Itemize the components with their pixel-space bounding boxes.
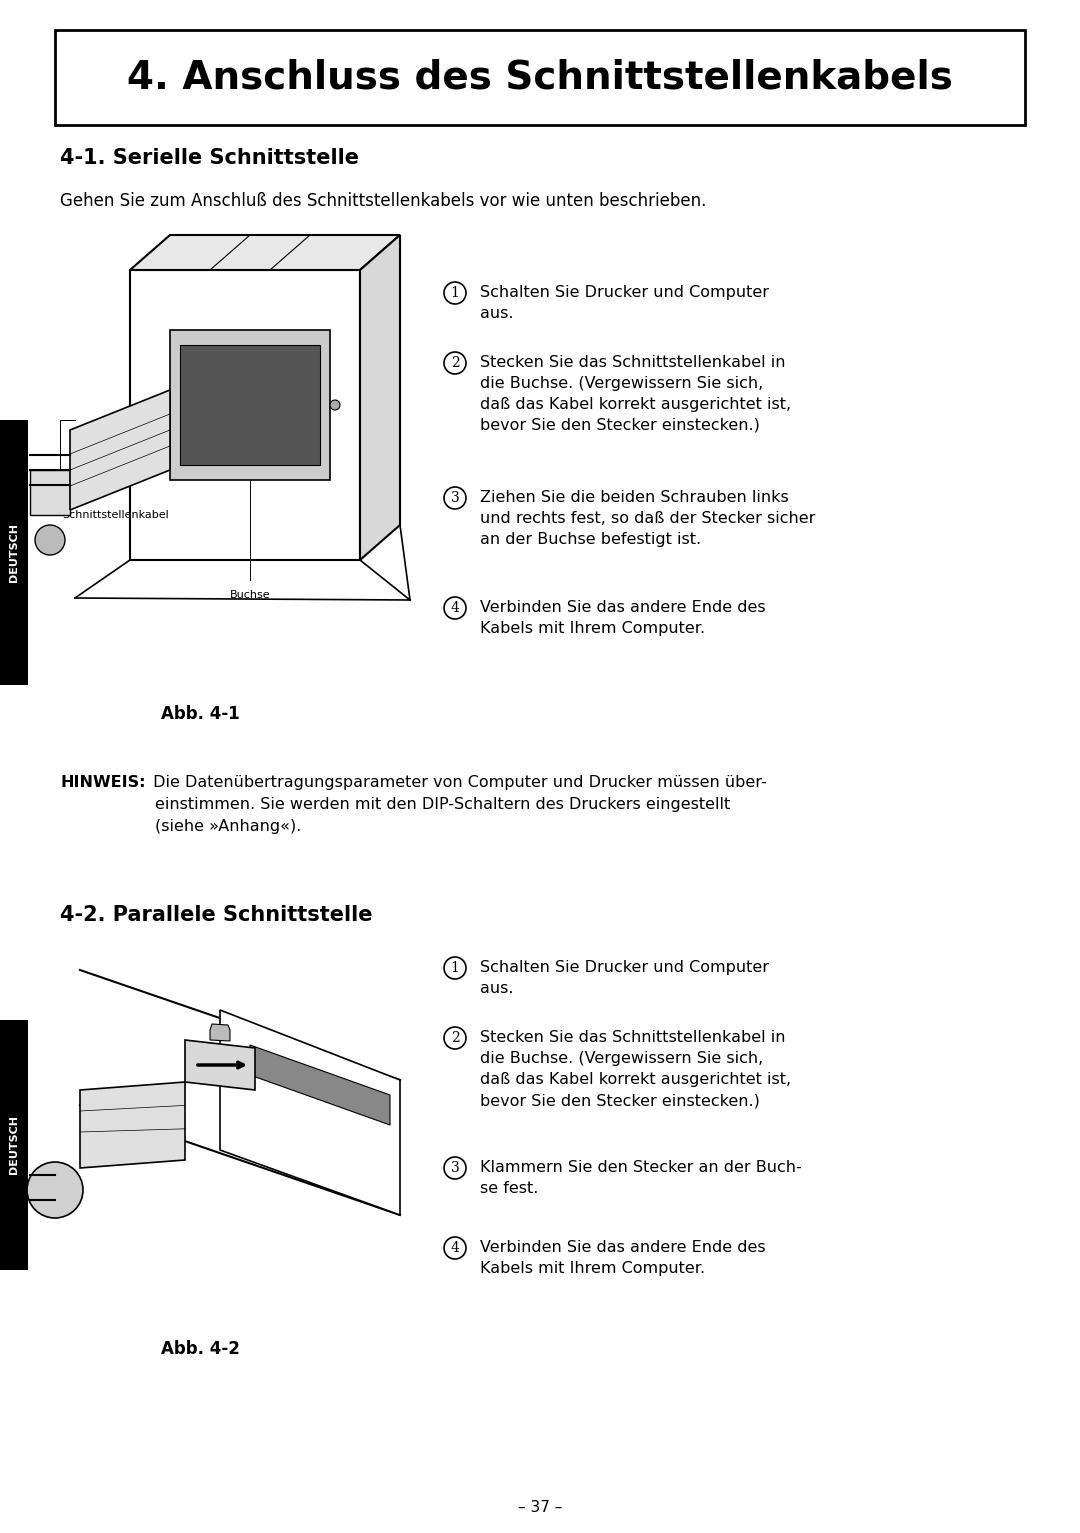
Text: HINWEIS:: HINWEIS: [60, 776, 146, 789]
Text: DEUTSCH: DEUTSCH [9, 1116, 19, 1174]
Circle shape [444, 1237, 465, 1259]
Circle shape [150, 400, 160, 409]
Polygon shape [249, 1046, 390, 1125]
Text: Schnittstellenkabel: Schnittstellenkabel [62, 510, 168, 520]
Text: Gehen Sie zum Anschluß des Schnittstellenkabels vor wie unten beschrieben.: Gehen Sie zum Anschluß des Schnittstelle… [60, 192, 706, 210]
Bar [180, 345, 320, 464]
Text: 2: 2 [450, 356, 459, 369]
Text: Schalten Sie Drucker und Computer
aus.: Schalten Sie Drucker und Computer aus. [480, 960, 769, 996]
Circle shape [444, 1027, 465, 1049]
Text: 4-2. Parallele Schnittstelle: 4-2. Parallele Schnittstelle [60, 904, 373, 924]
Bar [0, 420, 28, 685]
Polygon shape [130, 235, 400, 270]
Circle shape [444, 957, 465, 980]
Text: Verbinden Sie das andere Ende des
Kabels mit Ihrem Computer.: Verbinden Sie das andere Ende des Kabels… [480, 599, 766, 636]
Circle shape [444, 1157, 465, 1179]
Text: Abb. 4-2: Abb. 4-2 [161, 1340, 240, 1358]
Polygon shape [185, 1039, 255, 1090]
Circle shape [444, 353, 465, 374]
Text: Ziehen Sie die beiden Schrauben links
und rechts fest, so daß der Stecker sicher: Ziehen Sie die beiden Schrauben links un… [480, 491, 815, 547]
Text: Klammern Sie den Stecker an der Buch-
se fest.: Klammern Sie den Stecker an der Buch- se… [480, 1160, 801, 1196]
Text: Stecken Sie das Schnittstellenkabel in
die Buchse. (Vergewissern Sie sich,
daß d: Stecken Sie das Schnittstellenkabel in d… [480, 1030, 792, 1108]
Text: – 37 –: – 37 – [517, 1499, 563, 1515]
Polygon shape [220, 1010, 400, 1216]
Text: Abb. 4-1: Abb. 4-1 [161, 705, 240, 724]
Polygon shape [210, 1024, 230, 1041]
Text: 4: 4 [450, 601, 459, 615]
Polygon shape [360, 235, 400, 560]
Text: Schalten Sie Drucker und Computer
aus.: Schalten Sie Drucker und Computer aus. [480, 285, 769, 320]
Text: 3: 3 [450, 1160, 459, 1174]
Text: (siehe »Anhang«).: (siehe »Anhang«). [156, 819, 301, 834]
Bar [55, 31, 1025, 126]
Text: Verbinden Sie das andere Ende des
Kabels mit Ihrem Computer.: Verbinden Sie das andere Ende des Kabels… [480, 1240, 766, 1275]
Text: Buchse: Buchse [230, 590, 270, 599]
Text: DEUTSCH: DEUTSCH [9, 523, 19, 583]
Polygon shape [70, 389, 170, 510]
Polygon shape [80, 1082, 185, 1168]
Circle shape [35, 524, 65, 555]
Circle shape [444, 487, 465, 509]
Text: Stecken Sie das Schnittstellenkabel in
die Buchse. (Vergewissern Sie sich,
daß d: Stecken Sie das Schnittstellenkabel in d… [480, 356, 792, 432]
Circle shape [27, 1162, 83, 1219]
Bar [0, 1019, 28, 1269]
Text: 3: 3 [450, 491, 459, 504]
Text: 4-1. Serielle Schnittstelle: 4-1. Serielle Schnittstelle [60, 149, 359, 169]
Text: 1: 1 [450, 961, 459, 975]
Text: 2: 2 [450, 1032, 459, 1046]
Circle shape [330, 400, 340, 409]
Text: 1: 1 [450, 287, 459, 300]
Text: einstimmen. Sie werden mit den DIP-Schaltern des Druckers eingestellt: einstimmen. Sie werden mit den DIP-Schal… [156, 797, 730, 812]
Circle shape [444, 282, 465, 304]
Polygon shape [130, 270, 360, 560]
Text: Die Datenübertragungsparameter von Computer und Drucker müssen über-: Die Datenübertragungsparameter von Compu… [148, 776, 767, 789]
Bar [30, 471, 70, 515]
Bar [170, 330, 330, 480]
Text: 4. Anschluss des Schnittstellenkabels: 4. Anschluss des Schnittstellenkabels [127, 58, 953, 97]
Text: 4: 4 [450, 1242, 459, 1256]
Circle shape [444, 596, 465, 619]
